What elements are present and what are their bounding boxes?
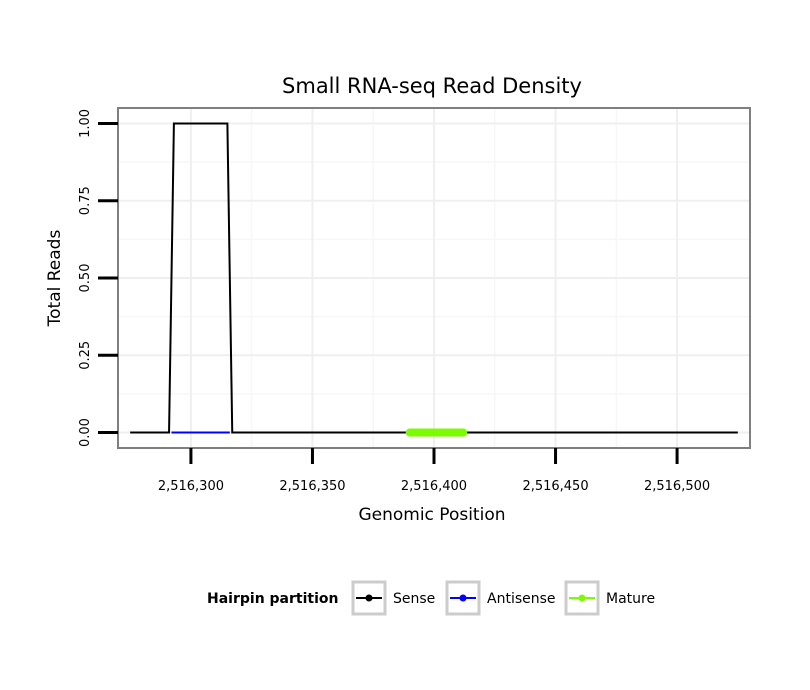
legend-label: Mature bbox=[606, 591, 655, 607]
chart-title: Small RNA-seq Read Density bbox=[282, 74, 582, 98]
legend-item-sense: Sense bbox=[351, 580, 435, 616]
legend-title: Hairpin partition bbox=[207, 591, 338, 607]
legend-item-mature: Mature bbox=[564, 580, 655, 616]
x-tick-label: 2,516,400 bbox=[401, 479, 467, 494]
legend-item-antisense: Antisense bbox=[445, 580, 556, 616]
series-layer bbox=[130, 122, 738, 437]
grid bbox=[118, 108, 750, 448]
x-axis: 2,516,300 2,516,350 2,516,400 2,516,450 2,51… bbox=[158, 448, 710, 494]
x-axis-title: Genomic Position bbox=[358, 505, 505, 525]
legend: Hairpin partition Sense Antisense Mature bbox=[207, 580, 655, 616]
x-tick-label: 2,516,350 bbox=[279, 479, 345, 494]
x-tick-label: 2,516,500 bbox=[644, 479, 710, 494]
legend-key-point bbox=[459, 594, 467, 602]
series-sense-line bbox=[130, 122, 738, 434]
legend-key-point bbox=[365, 594, 373, 602]
y-tick-label: 0.75 bbox=[78, 186, 93, 215]
y-tick-label: 0.00 bbox=[78, 418, 93, 447]
legend-label: Antisense bbox=[487, 591, 556, 607]
x-tick-label: 2,516,300 bbox=[158, 479, 224, 494]
y-axis: 0.00 0.25 0.50 0.75 1.00 bbox=[78, 109, 118, 447]
legend-key-point bbox=[578, 594, 586, 602]
x-tick-label: 2,516,450 bbox=[522, 479, 588, 494]
legend-label: Sense bbox=[393, 591, 435, 607]
y-tick-label: 0.50 bbox=[78, 264, 93, 293]
y-tick-label: 0.25 bbox=[78, 341, 93, 370]
y-tick-label: 1.00 bbox=[78, 109, 93, 138]
y-axis-title: Total Reads bbox=[45, 230, 65, 328]
